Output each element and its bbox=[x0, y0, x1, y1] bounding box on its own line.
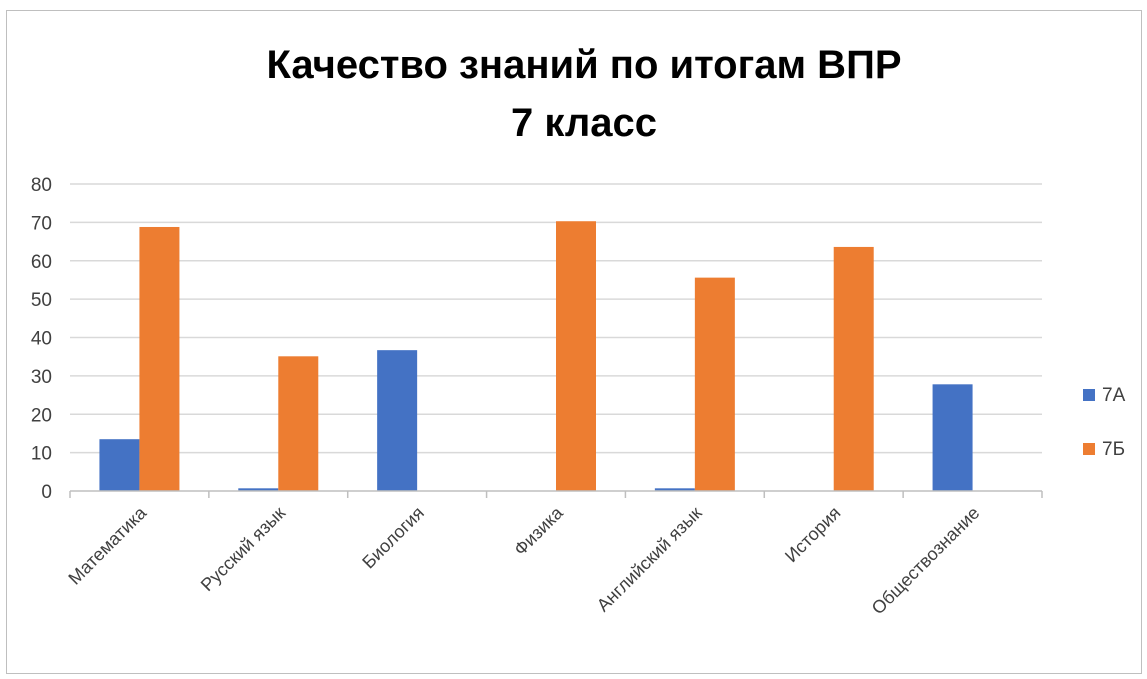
bar-7Б-История bbox=[833, 246, 874, 491]
y-tick-label: 40 bbox=[31, 329, 52, 350]
category-label: История bbox=[781, 503, 845, 567]
bar-7А-Русский язык bbox=[238, 488, 279, 491]
y-tick-label: 60 bbox=[31, 252, 52, 273]
bar-7А-Английский язык bbox=[654, 488, 695, 491]
bars bbox=[99, 221, 973, 492]
y-tick-label: 10 bbox=[31, 444, 52, 465]
bar-7Б-Английский язык bbox=[694, 277, 735, 491]
y-axis-ticks: 0 10 20 30 40 50 60 70 80 bbox=[31, 175, 52, 503]
y-tick-label: 50 bbox=[31, 290, 52, 311]
bar-7А-Биология bbox=[377, 350, 418, 491]
category-label: Английский язык bbox=[593, 503, 706, 616]
bar-7А-Обществознание bbox=[932, 384, 973, 491]
chart-subtitle: 7 класс bbox=[511, 101, 657, 145]
bar-7А-Математика bbox=[99, 439, 140, 491]
legend-swatch-7Б bbox=[1083, 443, 1095, 455]
y-tick-label: 0 bbox=[41, 482, 52, 503]
category-label: Русский язык bbox=[197, 503, 289, 595]
y-tick-label: 70 bbox=[31, 213, 52, 234]
legend: 7А 7Б bbox=[1083, 385, 1126, 460]
legend-swatch-7А bbox=[1083, 389, 1095, 401]
x-axis bbox=[69, 490, 1043, 498]
y-tick-label: 30 bbox=[31, 367, 52, 388]
legend-label: 7А bbox=[1102, 385, 1126, 406]
chart-title: Качество знаний по итогам ВПР bbox=[267, 43, 902, 87]
category-label: Физика bbox=[510, 502, 568, 560]
category-label: Математика bbox=[64, 502, 151, 589]
bar-7Б-Математика bbox=[139, 226, 180, 492]
y-tick-label: 80 bbox=[31, 175, 52, 196]
y-tick-label: 20 bbox=[31, 405, 52, 426]
bar-7Б-Физика bbox=[556, 221, 596, 491]
category-labels: Математика Русский язык Биология Физика Англ… bbox=[64, 502, 983, 618]
category-label: Обществознание bbox=[868, 503, 984, 619]
bar-7Б-Русский язык bbox=[278, 356, 319, 491]
category-label: Биология bbox=[358, 503, 428, 573]
legend-label: 7Б bbox=[1102, 439, 1125, 460]
